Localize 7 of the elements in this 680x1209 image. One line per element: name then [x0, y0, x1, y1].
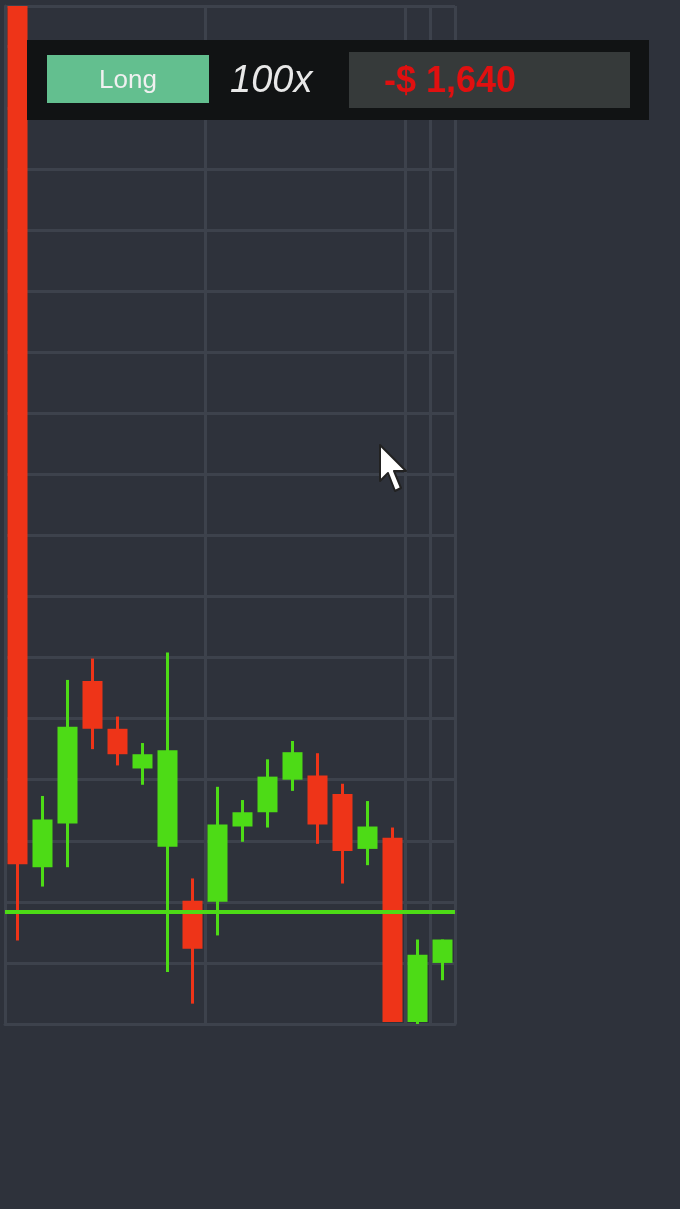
annotation: 100x — [230, 58, 313, 101]
text-field: -$ 1,640 — [349, 52, 630, 108]
button: Long — [47, 55, 209, 103]
candlestick — [232, 800, 253, 842]
candlestick — [357, 801, 378, 867]
candlestick — [432, 939, 453, 982]
candlestick — [132, 743, 153, 785]
